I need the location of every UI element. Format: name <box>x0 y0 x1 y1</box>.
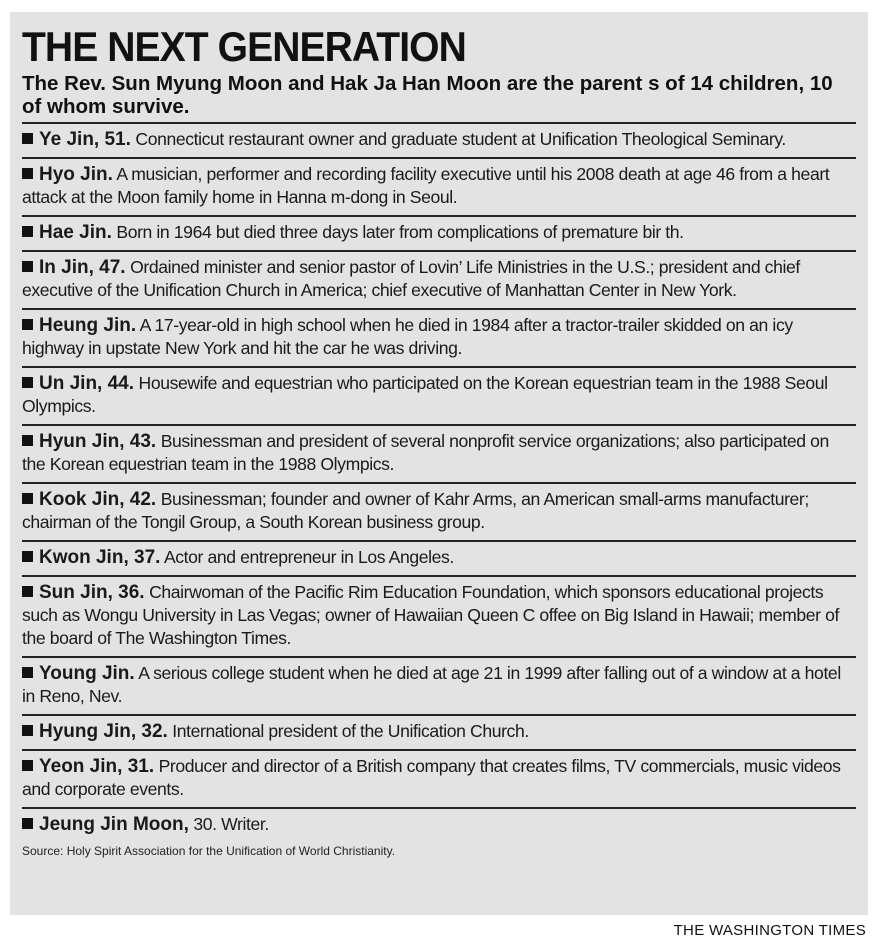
child-description: A musician, performer and recording faci… <box>22 164 830 207</box>
square-bullet-icon <box>22 818 33 829</box>
child-name: Yeon Jin, 31. <box>39 756 155 777</box>
child-name: Young Jin. <box>39 663 135 684</box>
child-description: International president of the Unificati… <box>167 721 529 741</box>
list-item: Hyo Jin. A musician, performer and recor… <box>22 159 856 217</box>
child-description: 30. Writer. <box>188 814 269 834</box>
child-description: Actor and entrepreneur in Los Angeles. <box>160 547 454 567</box>
child-name: Jeung Jin Moon, <box>39 814 189 835</box>
square-bullet-icon <box>22 261 33 272</box>
child-name: Hyo Jin. <box>39 164 113 185</box>
square-bullet-icon <box>22 493 33 504</box>
child-description: A 17-year-old in high school when he die… <box>22 315 793 358</box>
child-name: In Jin, 47. <box>39 257 126 278</box>
child-name: Hyun Jin, 43. <box>39 431 157 452</box>
square-bullet-icon <box>22 168 33 179</box>
square-bullet-icon <box>22 377 33 388</box>
child-name: Kook Jin, 42. <box>39 489 157 510</box>
children-list: Ye Jin, 51. Connecticut restaurant owner… <box>22 122 856 842</box>
list-item: Young Jin. A serious college student whe… <box>22 658 856 716</box>
square-bullet-icon <box>22 133 33 144</box>
child-description: A serious college student when he died a… <box>22 663 841 706</box>
child-description: Connecticut restaurant owner and graduat… <box>130 129 786 149</box>
list-item: Jeung Jin Moon, 30. Writer. <box>22 809 856 842</box>
child-description: Born in 1964 but died three days later f… <box>111 222 684 242</box>
child-description: Ordained minister and senior pastor of L… <box>22 257 800 300</box>
list-item: In Jin, 47. Ordained minister and senior… <box>22 252 856 310</box>
square-bullet-icon <box>22 667 33 678</box>
square-bullet-icon <box>22 551 33 562</box>
list-item: Hyun Jin, 43. Businessman and president … <box>22 426 856 484</box>
subtitle: The Rev. Sun Myung Moon and Hak Ja Han M… <box>22 72 833 118</box>
square-bullet-icon <box>22 435 33 446</box>
list-item: Sun Jin, 36. Chairwoman of the Pacific R… <box>22 577 856 658</box>
child-name: Hyung Jin, 32. <box>39 721 168 742</box>
square-bullet-icon <box>22 319 33 330</box>
child-description: Producer and director of a British compa… <box>22 756 841 799</box>
child-description: Housewife and equestrian who participate… <box>22 373 828 416</box>
source-note: Source: Holy Spirit Association for the … <box>22 844 396 858</box>
child-description: Chairwoman of the Pacific Rim Education … <box>22 582 839 648</box>
publication-credit: THE WASHINGTON TIMES <box>673 922 866 939</box>
child-name: Kwon Jin, 37. <box>39 547 161 568</box>
list-item: Hae Jin. Born in 1964 but died three day… <box>22 217 856 252</box>
square-bullet-icon <box>22 760 33 771</box>
square-bullet-icon <box>22 725 33 736</box>
child-name: Hae Jin. <box>39 222 112 243</box>
list-item: Un Jin, 44. Housewife and equestrian who… <box>22 368 856 426</box>
page-title: THE NEXT GENERATION <box>22 23 467 70</box>
list-item: Ye Jin, 51. Connecticut restaurant owner… <box>22 124 856 159</box>
child-name: Sun Jin, 36. <box>39 582 145 603</box>
square-bullet-icon <box>22 226 33 237</box>
child-name: Un Jin, 44. <box>39 373 135 394</box>
list-item: Heung Jin. A 17-year-old in high school … <box>22 310 856 368</box>
child-name: Ye Jin, 51. <box>39 129 131 150</box>
list-item: Kwon Jin, 37. Actor and entrepreneur in … <box>22 542 856 577</box>
child-description: Businessman; founder and owner of Kahr A… <box>22 489 809 532</box>
list-item: Kook Jin, 42. Businessman; founder and o… <box>22 484 856 542</box>
graphic-panel: THE NEXT GENERATION The Rev. Sun Myung M… <box>10 12 868 915</box>
child-description: Businessman and president of several non… <box>22 431 829 474</box>
square-bullet-icon <box>22 586 33 597</box>
child-name: Heung Jin. <box>39 315 137 336</box>
list-item: Hyung Jin, 32. International president o… <box>22 716 856 751</box>
list-item: Yeon Jin, 31. Producer and director of a… <box>22 751 856 809</box>
